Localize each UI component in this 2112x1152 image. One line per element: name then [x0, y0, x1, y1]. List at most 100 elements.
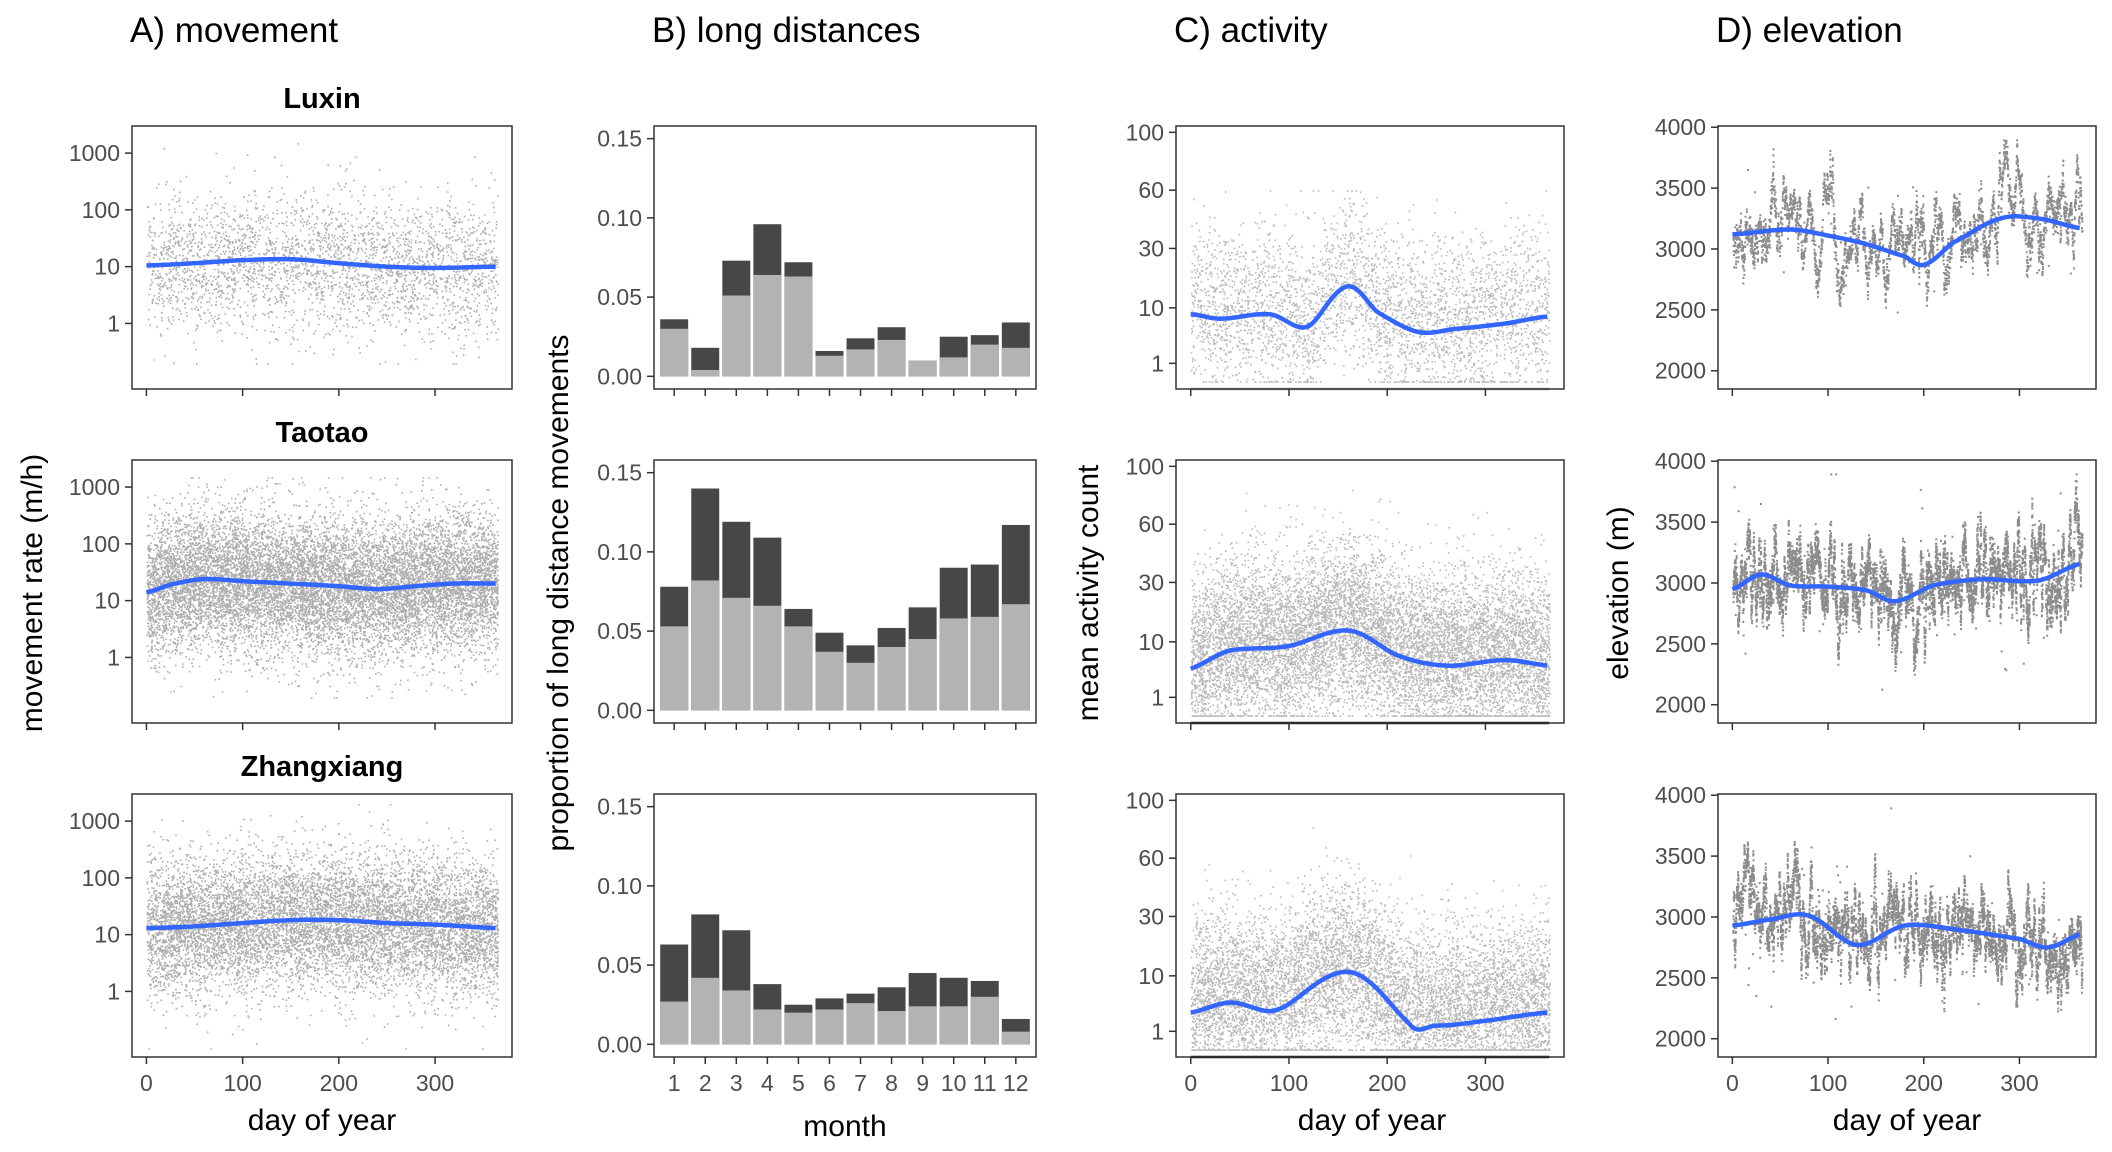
elevation-luxin-smooth-line — [1732, 214, 2081, 268]
movement-luxin-ytick-label: 1 — [107, 310, 120, 336]
elevation-zhangxiang-xtick-label: 100 — [1809, 1070, 1847, 1096]
month-tick-label: 12 — [1003, 1070, 1029, 1096]
row-title-luxin: Luxin — [283, 83, 360, 115]
activity-panel-taotao: 1 10 30 60 100 — [1126, 453, 1565, 730]
elevation-luxin-ytick-label: 4000 — [1655, 114, 1706, 140]
long-distance-zhangxiang-ytick-label: 0.15 — [597, 794, 642, 820]
long-distance-panel-zhangxiang: 1 2 3 4 5 6 7 8 9 10 11 120.000.050.100.15 — [597, 793, 1037, 1096]
month-tick-label: 6 — [823, 1070, 836, 1096]
month-tick-label: 2 — [699, 1070, 712, 1096]
month-tick-label: 8 — [885, 1070, 898, 1096]
movement-zhangxiang-ytick-label: 100 — [82, 865, 120, 891]
col-title-long-distances: B) long distances — [652, 11, 920, 50]
elevation-points-luxin — [1732, 139, 2084, 314]
activity-zhangxiang-ytick-label: 100 — [1126, 787, 1164, 813]
movement-luxin-border — [131, 125, 513, 390]
bar-part-month-8 — [877, 339, 906, 377]
month-tick-label: 7 — [854, 1070, 867, 1096]
elevation-zhangxiang-ytick-label: 4000 — [1655, 782, 1706, 808]
elevation-zhangxiang-ytick-label: 2000 — [1655, 1026, 1706, 1052]
month-tick-label: 11 — [973, 1070, 997, 1096]
long-distance-luxin-border — [653, 125, 1037, 390]
activity-taotao-ytick-label: 10 — [1138, 629, 1164, 655]
y-axis-title-activity: mean activity count — [1072, 464, 1105, 721]
elevation-panel-taotao: 2000 2500 3000 3500 4000 — [1655, 448, 2097, 730]
long-distance-taotao-border — [653, 459, 1037, 724]
elevation-taotao-smooth-line — [1731, 561, 2081, 604]
y-axis-title-proportion: proportion of long distance movements — [542, 335, 575, 852]
elevation-zhangxiang-ytick-label: 3000 — [1655, 904, 1706, 930]
bar-part-month-11 — [970, 616, 999, 711]
movement-zhangxiang-ytick-label: 1 — [107, 978, 120, 1004]
bar-part-month-2 — [691, 977, 720, 1045]
activity-luxin-ytick-label: 10 — [1138, 295, 1164, 321]
x-axis-title-movement: day of year — [248, 1104, 396, 1137]
bar-part-month-2 — [691, 369, 720, 377]
activity-taotao-smooth-line — [1189, 628, 1548, 671]
activity-zhangxiang-xtick-label: 300 — [1466, 1070, 1504, 1096]
activity-taotao-ytick-label: 60 — [1138, 511, 1164, 537]
long-distance-taotao-ytick-label: 0.10 — [597, 539, 642, 565]
activity-zhangxiang-ytick-label: 1 — [1151, 1018, 1164, 1044]
elevation-luxin-border — [1717, 125, 2097, 390]
activity-taotao-ytick-label: 1 — [1151, 684, 1164, 710]
activity-taotao-ytick-label: 100 — [1126, 453, 1164, 479]
activity-points-taotao — [1190, 489, 1551, 717]
activity-zhangxiang-smooth-line — [1190, 969, 1548, 1032]
activity-luxin-ytick-label: 60 — [1138, 177, 1164, 203]
month-tick-label: 5 — [792, 1070, 805, 1096]
bar-part-month-1 — [660, 328, 689, 377]
activity-luxin-ytick-label: 100 — [1126, 119, 1164, 145]
bar-part-month-3 — [722, 597, 751, 711]
elevation-points-taotao — [1732, 473, 2084, 691]
y-axis-title-movement: movement rate (m/h) — [16, 454, 49, 732]
month-tick-label: 4 — [761, 1070, 774, 1096]
bar-part-month-6 — [815, 1009, 844, 1045]
activity-zhangxiang-border — [1175, 793, 1565, 1058]
movement-luxin-smooth-line — [146, 256, 496, 271]
x-axis-title-elevation: day of year — [1833, 1104, 1981, 1137]
bar-part-month-1 — [660, 626, 689, 711]
bar-part-month-9 — [908, 360, 937, 377]
movement-taotao-smooth-line — [145, 576, 496, 595]
elevation-taotao-ytick-label: 2500 — [1655, 631, 1706, 657]
activity-zhangxiang-ytick-label: 60 — [1138, 845, 1164, 871]
elevation-luxin-ytick-label: 2000 — [1655, 358, 1706, 384]
elevation-taotao-ytick-label: 3500 — [1655, 509, 1706, 535]
movement-taotao-ytick-label: 10 — [94, 588, 120, 614]
bar-part-month-12 — [1001, 1031, 1030, 1045]
row-title-zhangxiang: Zhangxiang — [241, 751, 404, 783]
movement-zhangxiang-ytick-label: 10 — [94, 922, 120, 948]
month-tick-label: 10 — [941, 1070, 967, 1096]
bar-part-month-10 — [939, 1006, 968, 1045]
movement-zhangxiang-ytick-label: 1000 — [69, 808, 120, 834]
activity-points-zhangxiang — [1190, 827, 1551, 1051]
activity-luxin-ytick-label: 1 — [1151, 350, 1164, 376]
long-distance-taotao-ytick-label: 0.05 — [597, 618, 642, 644]
long-distance-zhangxiang-ytick-label: 0.05 — [597, 952, 642, 978]
bar-part-month-6 — [815, 355, 844, 377]
elevation-zhangxiang-ytick-label: 2500 — [1655, 965, 1706, 991]
elevation-zhangxiang-xtick-label: 0 — [1726, 1070, 1739, 1096]
movement-panel-taotao: 1 10 100 1000 — [69, 459, 513, 730]
bar-part-month-3 — [722, 295, 751, 377]
bar-part-month-4 — [753, 605, 782, 711]
activity-taotao-ytick-label: 30 — [1138, 569, 1164, 595]
row-title-taotao: Taotao — [276, 417, 369, 449]
x-axis-title-month: month — [803, 1110, 886, 1143]
movement-zhangxiang-xtick-label: 200 — [320, 1070, 358, 1096]
col-title-movement: A) movement — [130, 11, 338, 50]
elevation-panel-zhangxiang: 2000 2500 3000 3500 4000 0 100 200 300 — [1655, 782, 2097, 1096]
activity-zhangxiang-ytick-label: 10 — [1138, 963, 1164, 989]
long-distance-taotao-ytick-label: 0.00 — [597, 697, 642, 723]
activity-luxin-ytick-label: 30 — [1138, 235, 1164, 261]
elevation-zhangxiang-xtick-label: 300 — [2000, 1070, 2038, 1096]
bar-part-month-10 — [939, 357, 968, 377]
long-distance-luxin-ytick-label: 0.10 — [597, 205, 642, 231]
bar-part-month-9 — [908, 639, 937, 711]
elevation-zhangxiang-smooth-line — [1732, 912, 2081, 950]
movement-taotao-border — [131, 459, 513, 724]
activity-zhangxiang-xtick-label: 200 — [1368, 1070, 1406, 1096]
